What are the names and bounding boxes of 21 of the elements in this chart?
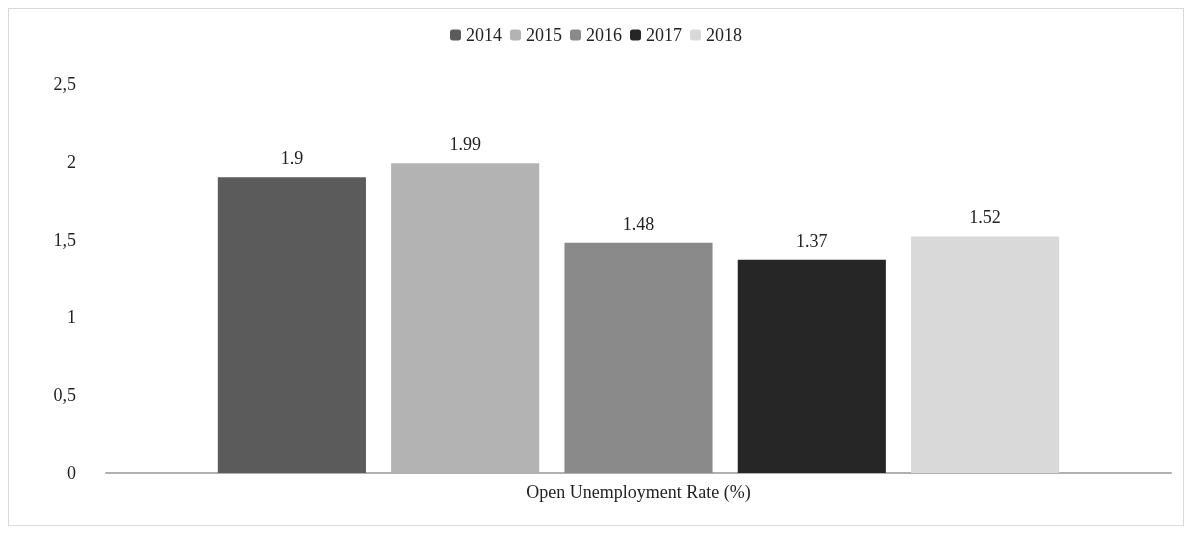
y-tick-label: 0	[67, 463, 76, 483]
data-label: 1.52	[969, 207, 1001, 228]
y-tick-label: 0,5	[53, 385, 76, 406]
data-label: 1.48	[622, 213, 655, 234]
y-tick-label: 1	[67, 307, 76, 328]
data-label: 1.9	[280, 148, 304, 169]
data-label: 1.37	[796, 230, 828, 251]
bar	[564, 242, 713, 473]
legend-label: 2017	[646, 25, 682, 45]
legend-label: 2016	[586, 25, 622, 45]
legend-label: 2015	[526, 25, 562, 45]
bar	[217, 177, 366, 473]
y-tick-label: 2	[67, 151, 76, 172]
bar	[737, 259, 886, 473]
x-tick-label: Open Unemployment Rate (%)	[526, 482, 751, 503]
y-tick-label: 2,5	[53, 74, 76, 94]
legend-label: 2014	[466, 25, 502, 45]
y-tick-label: 1,5	[53, 229, 76, 250]
data-label: 1.99	[449, 134, 481, 155]
legend-label: 2018	[706, 25, 742, 45]
bar	[911, 236, 1060, 473]
